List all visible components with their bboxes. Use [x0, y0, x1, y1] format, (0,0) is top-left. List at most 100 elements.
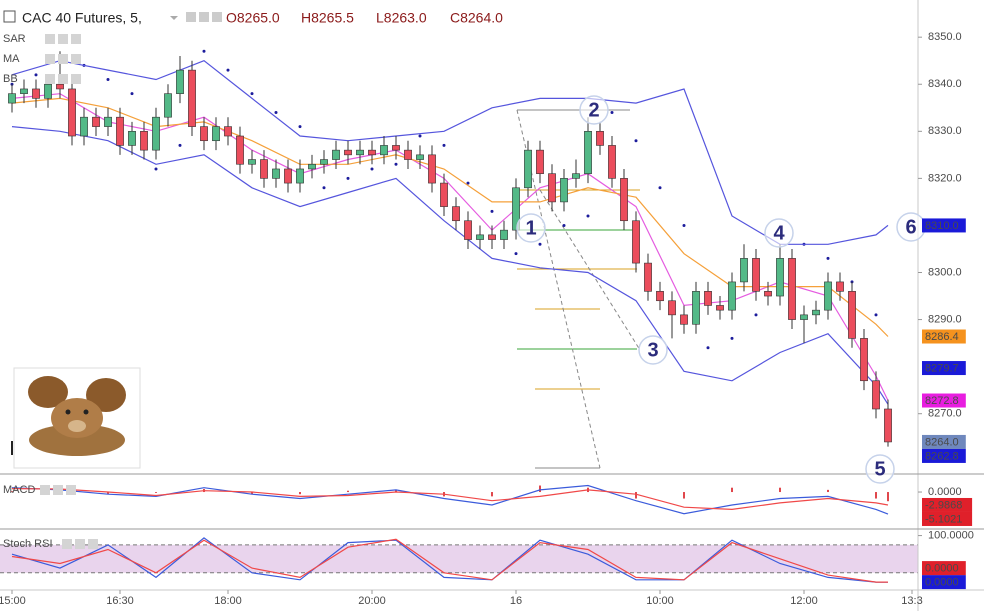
- sar-dot: [298, 125, 302, 129]
- candle-body: [800, 314, 808, 320]
- picture-shape: [86, 378, 126, 412]
- candle-body: [620, 178, 628, 222]
- y-tick-label: 0.0000: [928, 486, 962, 498]
- icon[interactable]: [186, 12, 196, 22]
- pane-title: Stoch RSI: [3, 538, 53, 550]
- price-badge-label: 8264.0: [925, 436, 959, 448]
- candle-body: [68, 88, 76, 137]
- histogram-bar: [299, 492, 301, 495]
- candle-body: [92, 116, 100, 127]
- x-tick-label: 20:00: [358, 595, 386, 607]
- icon[interactable]: [170, 16, 178, 20]
- icon[interactable]: [58, 34, 68, 44]
- price-badge: [922, 448, 966, 463]
- candle-body: [548, 173, 556, 203]
- price-badge: [922, 218, 966, 233]
- candle-body: [428, 154, 436, 184]
- sar-dot: [418, 134, 422, 138]
- candle-body: [104, 116, 112, 127]
- candle-body: [56, 83, 64, 90]
- plot-layer: [0, 49, 918, 583]
- sar-dot: [586, 214, 590, 218]
- candle-body: [668, 300, 676, 316]
- candle-body: [884, 408, 892, 443]
- icon[interactable]: [62, 539, 72, 549]
- sar-dot: [730, 336, 734, 340]
- candle-body: [380, 145, 388, 156]
- x-tick-label: 15:00: [0, 595, 26, 607]
- ohlc-value: O8265.0: [226, 10, 280, 26]
- icon[interactable]: [40, 485, 50, 495]
- icon[interactable]: [66, 485, 76, 495]
- histogram-bar: [635, 492, 637, 499]
- icon[interactable]: [58, 74, 68, 84]
- price-badge-label: 0.0000: [925, 562, 959, 574]
- candle-body: [572, 173, 580, 179]
- price-badge: [922, 393, 966, 408]
- icon[interactable]: [71, 34, 81, 44]
- candle-body: [596, 131, 604, 146]
- symbol: CAC 40 Futures, 5,: [22, 10, 142, 26]
- icon[interactable]: [53, 485, 63, 495]
- icon[interactable]: [212, 12, 222, 22]
- ohlc-value: L8263.0: [376, 10, 427, 26]
- indicator-line: [11, 488, 889, 511]
- candle-body: [476, 234, 484, 240]
- histogram-bar: [491, 492, 493, 497]
- icon[interactable]: [45, 74, 55, 84]
- candle-body: [608, 145, 616, 179]
- ma-line: [11, 93, 889, 401]
- annotation: 6: [905, 216, 916, 238]
- price-badge-label: 8279.7: [925, 362, 959, 374]
- candle-body: [284, 168, 292, 184]
- candle-body: [740, 258, 748, 283]
- candle-body: [260, 159, 268, 179]
- candle-body: [536, 149, 544, 174]
- candle-body: [524, 149, 532, 189]
- picture-shape: [51, 398, 103, 438]
- icon[interactable]: [58, 54, 68, 64]
- ohlc-value: H8265.5: [301, 10, 354, 26]
- candle-body: [500, 229, 508, 240]
- sar-dot: [154, 167, 158, 171]
- icon[interactable]: [75, 539, 85, 549]
- histogram-bar: [779, 487, 781, 493]
- candle-body: [656, 291, 664, 302]
- candle-body: [764, 291, 772, 297]
- sar-dot: [442, 143, 446, 147]
- y-tick-label: 100.0000: [928, 529, 974, 541]
- candle-body: [416, 154, 424, 160]
- price-badge-label: 0.0000: [925, 576, 959, 588]
- sar-dot: [754, 313, 758, 317]
- ohlc-value: C8264.0: [450, 10, 503, 26]
- candle-body: [812, 309, 820, 316]
- candle-body: [368, 149, 376, 156]
- annotation-circle: [579, 95, 609, 125]
- x-tick-label: 12:00: [790, 595, 818, 607]
- sar-dot: [226, 68, 230, 72]
- candle-body: [836, 281, 844, 292]
- icon[interactable]: [71, 54, 81, 64]
- overlay-layer: 8350.0 8340.0 8330.0 8320.0 8300.0 8290.0 8270…: [0, 31, 974, 607]
- sar-dot: [250, 92, 254, 96]
- price-badge-label: 8262.8: [925, 450, 959, 462]
- price-badge: [922, 434, 966, 449]
- icon[interactable]: [88, 539, 98, 549]
- icon[interactable]: [71, 74, 81, 84]
- sar-dot: [346, 176, 350, 180]
- candle-body: [464, 220, 472, 240]
- candle-body: [860, 338, 868, 382]
- candle-body: [872, 380, 880, 410]
- candle-body: [728, 281, 736, 311]
- candle-body: [296, 168, 304, 184]
- trend-line: [539, 189, 641, 351]
- sar-dot: [634, 139, 638, 143]
- icon[interactable]: [45, 54, 55, 64]
- candle-body: [512, 187, 520, 231]
- icon[interactable]: [199, 12, 209, 22]
- icon[interactable]: [45, 34, 55, 44]
- candle-body: [440, 182, 448, 207]
- icon[interactable]: [3, 10, 16, 23]
- y-tick-label: 8340.0: [928, 78, 962, 90]
